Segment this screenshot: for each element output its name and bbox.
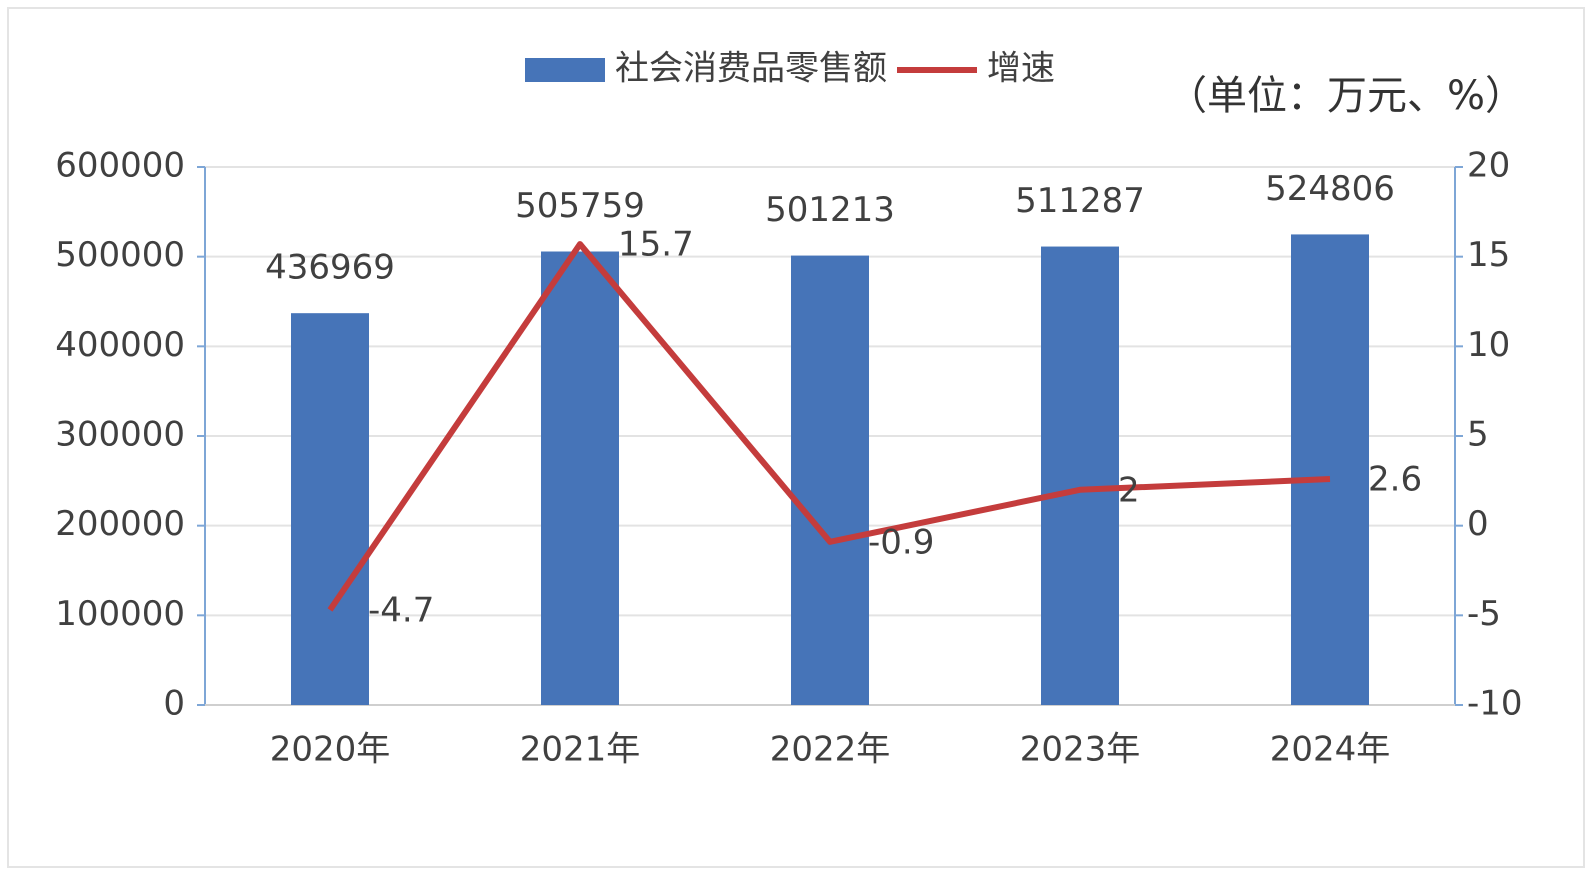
x-tick-label: 2023年 bbox=[1020, 730, 1141, 770]
y2-tick-label: 10 bbox=[1467, 325, 1510, 365]
y-tick-label: 100000 bbox=[55, 594, 185, 634]
bar-value-label: 436969 bbox=[265, 248, 395, 288]
legend-label: 社会消费品零售额 bbox=[615, 49, 887, 89]
line-value-label: 2 bbox=[1118, 470, 1140, 510]
line bbox=[327, 241, 1331, 612]
y-tick-label: 600000 bbox=[55, 146, 185, 186]
x-tick-label: 2022年 bbox=[770, 730, 891, 770]
y-tick-label: 400000 bbox=[55, 325, 185, 365]
y2-tick-label: 15 bbox=[1467, 235, 1510, 275]
y-tick-label: 200000 bbox=[55, 504, 185, 544]
bar bbox=[1041, 246, 1119, 705]
line-value-label: -4.7 bbox=[368, 590, 434, 630]
y2-tick-label: 20 bbox=[1467, 146, 1510, 186]
bar-value-label: 511287 bbox=[1015, 181, 1145, 221]
y2-tick-label: -5 bbox=[1467, 594, 1501, 634]
legend-label: 增速 bbox=[987, 49, 1055, 89]
y-tick-label: 500000 bbox=[55, 235, 185, 275]
legend-swatch bbox=[525, 58, 605, 82]
bar-value-label: 524806 bbox=[1265, 169, 1395, 209]
bar-value-label: 505759 bbox=[515, 186, 645, 226]
bar-value-label: 501213 bbox=[765, 190, 895, 230]
bar bbox=[791, 255, 869, 705]
x-tick-label: 2024年 bbox=[1270, 730, 1391, 770]
line-value-label: 15.7 bbox=[618, 225, 694, 265]
y-tick-label: 300000 bbox=[55, 415, 185, 455]
bar bbox=[291, 313, 369, 705]
line-value-label: -0.9 bbox=[868, 522, 934, 562]
unit-annotation: （单位：万元、%） bbox=[1167, 73, 1525, 119]
x-tick-label: 2020年 bbox=[270, 730, 391, 770]
bar bbox=[541, 251, 619, 706]
bar bbox=[1291, 234, 1369, 705]
x-tick-label: 2021年 bbox=[520, 730, 641, 770]
y-tick-label: 0 bbox=[163, 684, 185, 724]
y2-tick-label: -10 bbox=[1467, 684, 1523, 724]
y2-tick-label: 5 bbox=[1467, 415, 1489, 455]
line-value-label: 2.6 bbox=[1368, 460, 1422, 500]
y2-tick-label: 0 bbox=[1467, 504, 1489, 544]
